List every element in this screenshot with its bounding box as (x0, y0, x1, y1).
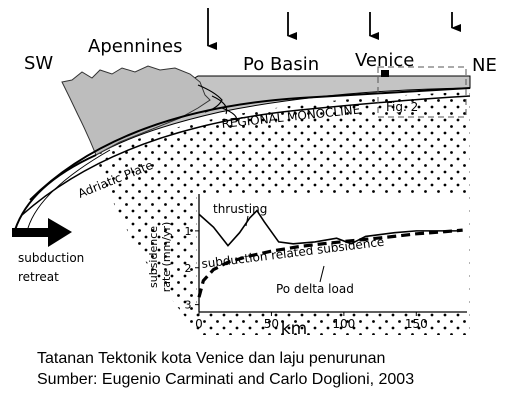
fig2-box (377, 66, 467, 118)
annotation-thrusting-pointer (245, 215, 249, 227)
x-tick-label: 150 (405, 317, 428, 331)
chart-plot-background (197, 195, 467, 313)
x-tick-label: 0 (195, 317, 203, 331)
venice-label: Venice (355, 50, 414, 71)
x-tick-label: 100 (332, 317, 355, 331)
subduction-label-line2: retreat (18, 270, 59, 284)
y-tick-label: 1 (185, 225, 192, 238)
slab-outline (14, 154, 97, 231)
apennines-mountains (61, 65, 211, 156)
series-line-2 (197, 228, 463, 298)
series-line-1 (198, 209, 460, 247)
slab-inner (27, 149, 111, 229)
annotation-po-delta: Po delta load (276, 282, 354, 296)
x-axis-label: km (281, 319, 307, 339)
fig2-label: Fig. 2 (386, 100, 418, 114)
y-tick-label: 2 (185, 262, 192, 275)
apennines-label: Apennines (88, 36, 183, 57)
ne-label: NE (472, 55, 497, 76)
annotation-po-delta-pointer (319, 265, 325, 283)
subduction-label-line1: subduction (18, 251, 84, 265)
y-axis-label-line2: rate (mm/yr) (160, 222, 173, 293)
annotation-thrusting: thrusting (213, 202, 267, 216)
subduction-retreat-arrow (12, 218, 72, 247)
monocline-lower (21, 95, 471, 216)
y-axis-label-line1: subsidence (147, 226, 160, 288)
venice-marker (381, 70, 389, 77)
x-tick-label: 50 (264, 317, 279, 331)
y-tick-label: 3 (185, 299, 192, 312)
caption-line-2: Sumber: Eugenio Carminati and Carlo Dogl… (37, 371, 415, 388)
caption-line-1: Tatanan Tektonik kota Venice dan laju pe… (37, 350, 386, 367)
po-basin-label: Po Basin (243, 54, 319, 75)
sw-label: SW (24, 53, 53, 74)
monocline-upper (29, 87, 471, 201)
